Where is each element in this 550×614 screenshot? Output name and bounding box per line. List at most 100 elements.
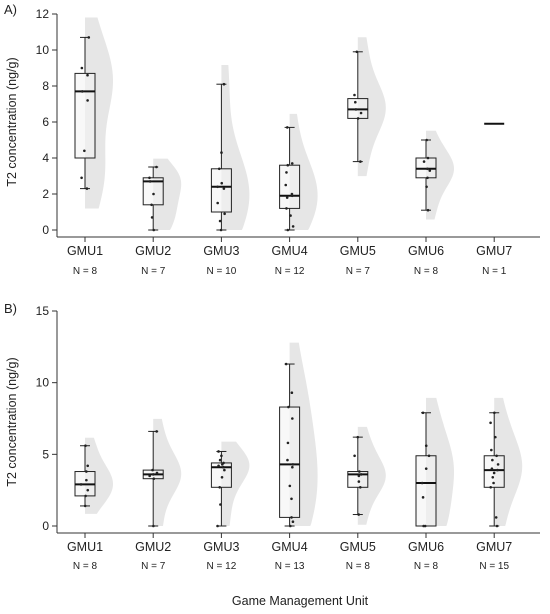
data-point [286, 441, 290, 445]
n-label: N = 13 [275, 561, 305, 572]
data-point [291, 463, 295, 466]
category-label: GMU3 [203, 540, 239, 554]
data-point [490, 467, 494, 470]
density-gmu2 [153, 418, 182, 526]
box-iqr [279, 406, 301, 518]
category-label: GMU1 [67, 244, 103, 258]
data-point [155, 471, 159, 475]
n-label: N = 10 [207, 266, 237, 277]
data-point [223, 212, 226, 216]
data-point [356, 435, 360, 439]
box-gmu7 [483, 411, 505, 528]
data-point [290, 162, 294, 165]
data-point [491, 475, 495, 479]
data-point [357, 513, 360, 516]
box-iqr [347, 471, 369, 488]
data-point [426, 208, 430, 212]
data-point [422, 160, 426, 163]
category-label: GMU5 [340, 540, 376, 554]
category-label: GMU7 [476, 540, 512, 554]
density-gmu6 [426, 130, 454, 220]
data-point [220, 181, 224, 185]
data-point [290, 516, 293, 519]
data-point [148, 180, 152, 183]
panel-a-y-axis-title: T2 concentration (ng/g) [5, 57, 19, 186]
y-tick-label: 0 [42, 519, 49, 533]
data-point [490, 448, 493, 452]
data-point [85, 187, 89, 190]
data-point [284, 183, 288, 187]
box-gmu6 [415, 138, 437, 212]
data-point [285, 196, 289, 199]
data-point [421, 496, 425, 499]
n-label: N = 7 [141, 266, 166, 277]
data-point [80, 176, 83, 180]
data-point [148, 176, 151, 180]
category-label: GMU4 [272, 540, 308, 554]
data-point [87, 36, 91, 39]
data-point [356, 117, 360, 120]
data-point [80, 90, 84, 93]
data-point [220, 475, 224, 479]
data-point [428, 169, 432, 172]
data-point [285, 171, 288, 174]
data-point [493, 411, 496, 415]
data-point [291, 520, 295, 523]
category-label: GMU7 [476, 244, 512, 258]
data-point [155, 165, 158, 169]
data-point [354, 108, 358, 111]
data-point [424, 467, 428, 470]
box-gmu5 [347, 435, 369, 516]
n-label: N = 8 [414, 266, 439, 277]
density-gmu7 [494, 397, 523, 526]
box-gmu5 [347, 50, 369, 163]
data-point [290, 391, 294, 395]
data-point [291, 465, 294, 469]
data-point [152, 524, 155, 528]
box-iqr [74, 72, 96, 159]
data-point [494, 435, 497, 439]
data-point [152, 192, 155, 196]
n-label: N = 8 [73, 266, 98, 277]
data-point [216, 524, 219, 528]
panel-a-axes: 0 2 4 6 8 10 12 [36, 7, 540, 242]
data-point [86, 73, 89, 77]
data-point [223, 468, 226, 472]
n-label: N = 8 [73, 561, 98, 572]
data-point [155, 430, 158, 433]
y-tick-label: 5 [42, 447, 49, 461]
y-tick-label: 6 [42, 115, 49, 129]
data-point [353, 454, 356, 458]
box-gmu3 [210, 82, 232, 232]
data-point [290, 192, 294, 196]
data-point [85, 470, 88, 473]
category-label: GMU4 [272, 244, 308, 258]
box-iqr [483, 455, 505, 488]
box-gmu4 [279, 362, 301, 528]
data-point [222, 461, 225, 465]
y-tick-label: 8 [42, 79, 49, 93]
y-tick-label: 0 [42, 223, 49, 237]
panel-b-letter: B) [4, 301, 17, 316]
data-point [354, 100, 357, 104]
data-point [287, 405, 290, 409]
data-point [359, 111, 363, 115]
category-label: GMU2 [135, 244, 171, 258]
data-point [86, 99, 89, 102]
data-point [80, 66, 84, 70]
box-gmu2 [142, 165, 164, 232]
data-point [286, 228, 290, 232]
density-gmu5 [357, 37, 386, 177]
y-tick-label: 10 [36, 43, 50, 57]
data-point [355, 50, 359, 54]
panel-b-densities [85, 342, 523, 526]
data-point [491, 458, 494, 462]
data-point [219, 503, 222, 506]
panel-a-boxes [74, 36, 505, 232]
data-point [426, 167, 429, 171]
box-gmu3 [210, 450, 232, 528]
category-label: GMU3 [203, 244, 239, 258]
data-point [286, 163, 290, 167]
data-point [492, 481, 495, 485]
data-point [79, 483, 83, 486]
